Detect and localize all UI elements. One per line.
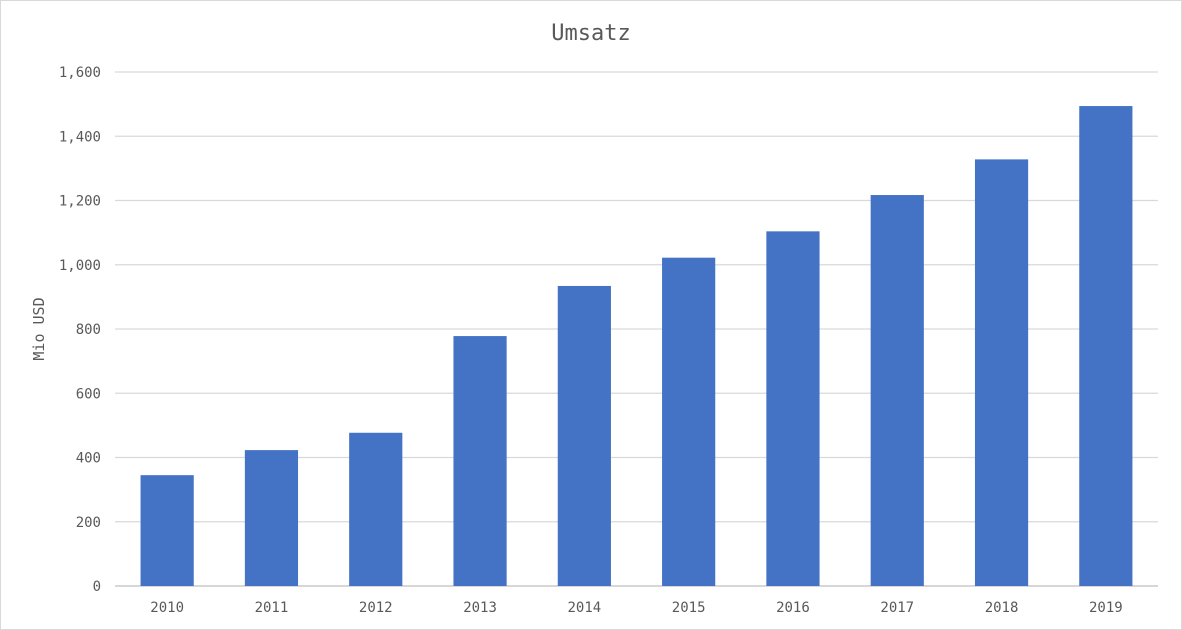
y-tick-label: 1,200: [59, 194, 101, 210]
bar-2012: [349, 432, 403, 586]
bar-2017: [870, 195, 924, 586]
x-tick-label: 2016: [776, 600, 810, 616]
x-tick-label: 2013: [463, 600, 497, 616]
y-tick-label: 800: [76, 322, 101, 338]
bars: [140, 106, 1133, 587]
y-tick-labels: 0 200 400 600 800 1,000 1,200 1,400 1,600: [59, 65, 101, 595]
x-tick-label: 2012: [359, 600, 393, 616]
y-tick-label: 200: [76, 515, 101, 531]
chart-title: Umsatz: [551, 21, 630, 46]
x-tick-label: 2019: [1089, 600, 1123, 616]
x-tick-label: 2010: [150, 600, 184, 616]
bar-2011: [244, 450, 299, 586]
y-tick-label: 1,400: [59, 129, 101, 145]
bar-2015: [662, 257, 716, 586]
x-tick-label: 2011: [255, 600, 289, 616]
y-tick-label: 0: [93, 579, 101, 595]
bar-2013: [453, 336, 507, 586]
y-tick-label: 1,600: [59, 65, 101, 81]
x-tick-label: 2017: [880, 600, 914, 616]
x-tick-label: 2015: [672, 600, 706, 616]
x-tick-labels: 2010 2011 2012 2013 2014 2015 2016 2017 2018 2019: [150, 600, 1122, 616]
y-tick-label: 600: [76, 386, 101, 402]
bar-2014: [557, 285, 611, 586]
y-axis-label: Mio USD: [30, 297, 48, 360]
bar-2010: [140, 475, 194, 586]
x-tick-label: 2018: [985, 600, 1019, 616]
y-tick-label: 1,000: [59, 258, 101, 274]
bar-2019: [1079, 106, 1133, 587]
x-tick-label: 2014: [567, 600, 601, 616]
bar-2016: [766, 231, 820, 586]
y-tick-label: 400: [76, 451, 101, 467]
bar-2018: [974, 159, 1029, 586]
